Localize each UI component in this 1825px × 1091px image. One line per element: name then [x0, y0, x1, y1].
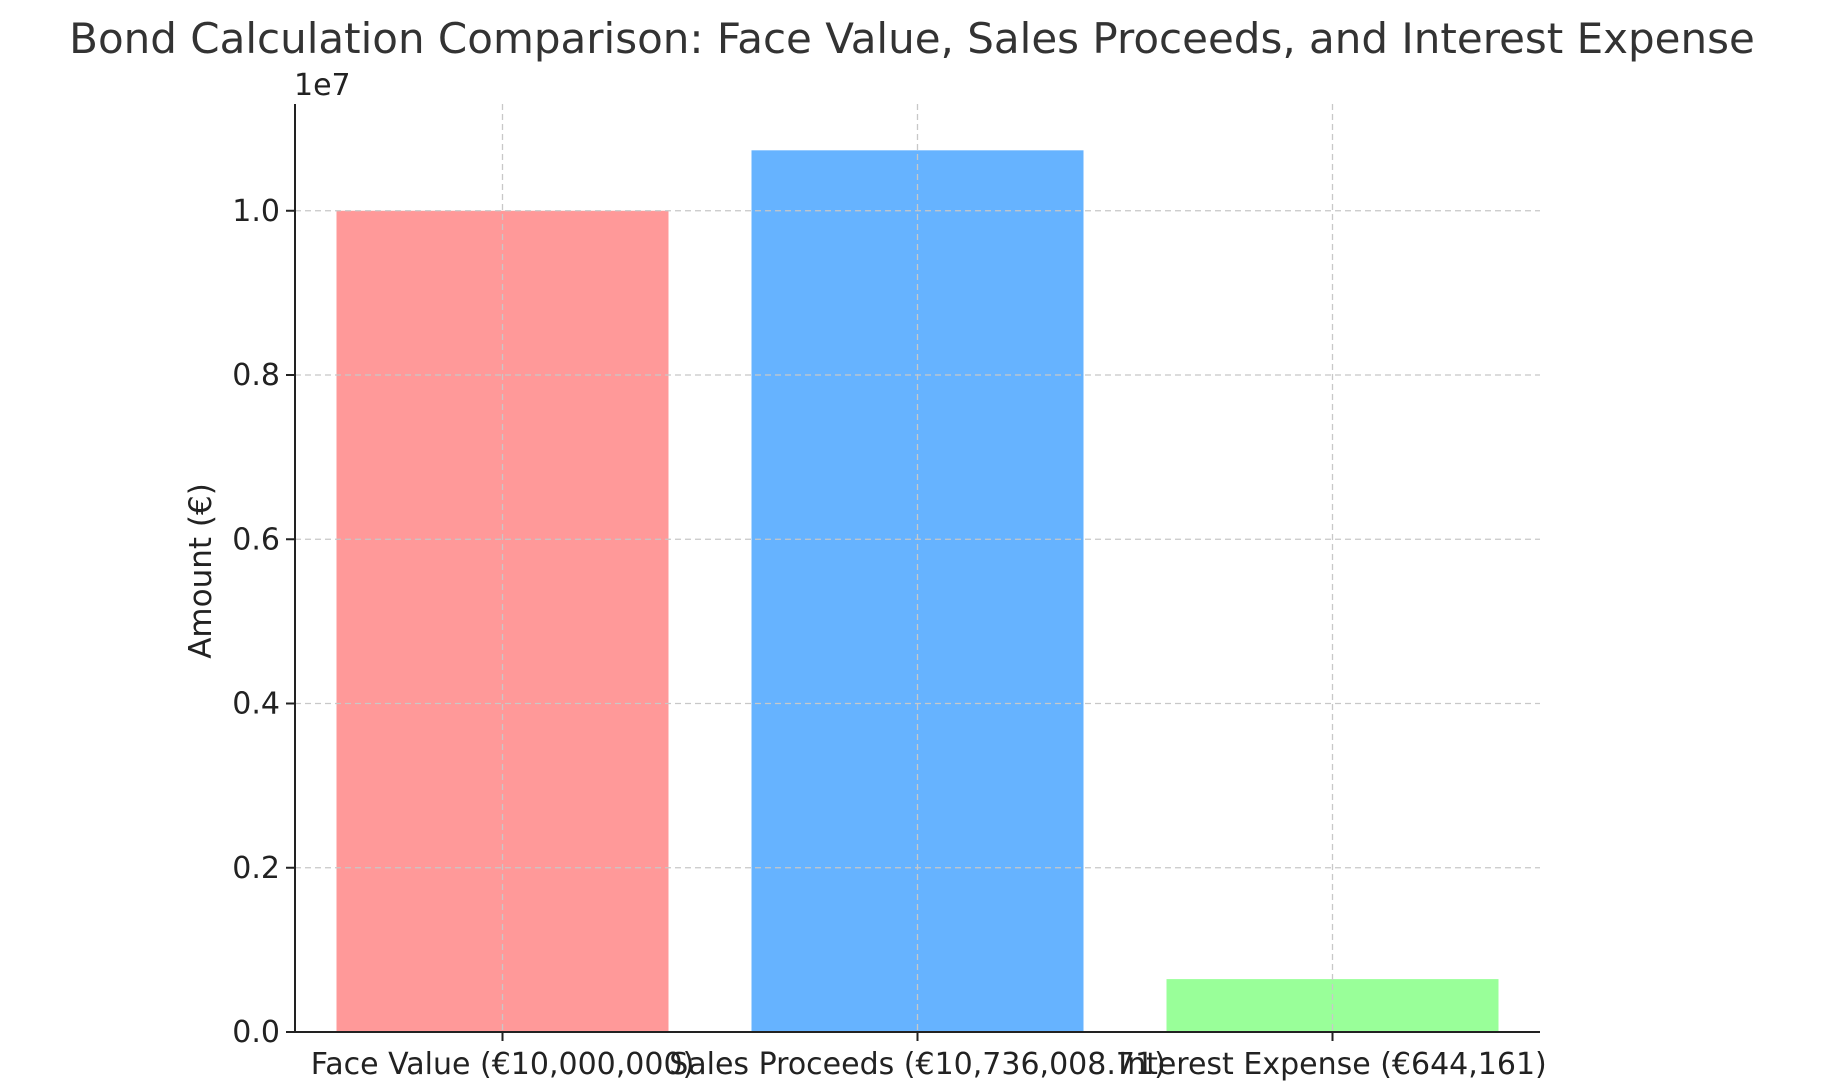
y-tick-label: 0.4 — [232, 687, 280, 722]
x-axis-ticks: Face Value (€10,000,000)Sales Proceeds (… — [311, 1032, 1547, 1082]
x-tick-label: Interest Expense (€644,161) — [1118, 1047, 1547, 1082]
y-axis-label: Amount (€) — [183, 483, 219, 659]
y-axis-ticks: 0.0 0.2 0.4 0.6 0.8 1.0 — [232, 194, 295, 1050]
x-tick-label: Face Value (€10,000,000) — [311, 1047, 695, 1082]
x-tick-label: Sales Proceeds (€10,736,008.71) — [669, 1047, 1166, 1082]
y-tick-label: 1.0 — [232, 194, 280, 229]
y-axis-offset-label: 1e7 — [294, 68, 351, 103]
y-tick-label: 0.6 — [232, 522, 280, 557]
chart-title: Bond Calculation Comparison: Face Value,… — [69, 14, 1755, 63]
y-tick-label: 0.2 — [232, 851, 280, 886]
y-tick-label: 0.0 — [232, 1015, 280, 1050]
y-tick-label: 0.8 — [232, 358, 280, 393]
